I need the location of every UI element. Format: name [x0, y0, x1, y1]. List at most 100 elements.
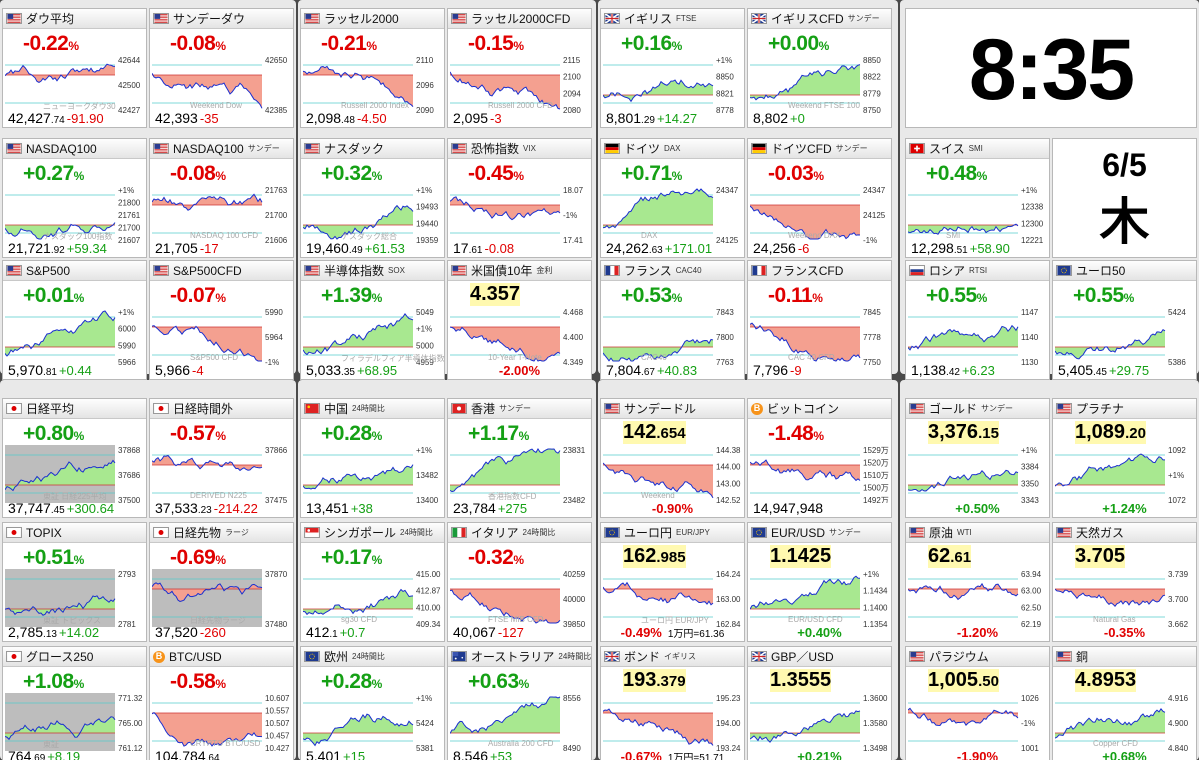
tile-title: オーストラリア [471, 650, 555, 664]
tile-title: ダウ平均 [26, 12, 75, 26]
market-tile[interactable]: EUR/USD サンデー 1.1425 +1% 1.1434 1.1400 1.1354 … [747, 522, 892, 642]
point-change: +61.53 [364, 241, 405, 256]
price-value: 37,533.23 -214.22 [155, 500, 258, 516]
market-tile[interactable]: イギリスCFD サンデー +0.00% 8850 8822 8779 8750 8,802… [747, 8, 892, 128]
gb-flag-icon [751, 13, 767, 24]
market-tile[interactable]: フランスCFD -0.11% 7845 7778 7750 7,796 -9 CAC 40… [747, 260, 892, 380]
chart-fill [908, 708, 1018, 726]
market-tile[interactable]: ボンド イギリス 193.379 195.23 194.00 193.24 -0.67%… [600, 646, 745, 760]
chart-fill [603, 189, 713, 229]
market-tile[interactable]: NASDAQ100 +0.27% +1% 21800 21761 21700 21607 … [2, 138, 147, 258]
price-chart: 7843 7800 7763 [603, 307, 743, 365]
market-tile[interactable]: ラッセル2000 -0.21% 2110 2096 2090 2,098.48 -4.5… [300, 8, 445, 128]
market-tile[interactable]: シンガポール 24時間比 +0.17% 415.00 412.87 410.00 409.… [300, 522, 445, 642]
market-tile[interactable]: プラチナ 1,089.20 1092 +1% 1072 +1.24% [1052, 398, 1197, 518]
tile-header: フランスCFD [748, 261, 891, 281]
market-tile[interactable]: 欧州 24時間比 +0.28% +1% 5424 5381 5,401 +15 [300, 646, 445, 760]
svg-text:1.3600: 1.3600 [863, 694, 888, 703]
price-line [450, 696, 561, 734]
market-tile[interactable]: ユーロ50 +0.55% 5424 5386 5,405.45 +29.75 [1052, 260, 1197, 380]
market-tile[interactable]: ドイツ DAX +0.71% 24347 24125 24,262.63 +171.01… [600, 138, 745, 258]
market-tile[interactable]: GBP／USD 1.3555 1.3600 1.3580 1.3498 +0.21% [747, 646, 892, 760]
price-chart: 24347 24125 -1% [750, 185, 890, 243]
market-tile[interactable]: 銅 4.8953 4.916 4.900 4.840 +0.68% Copper CFD [1052, 646, 1197, 760]
percent-change: +1.24% [1102, 501, 1147, 516]
chart-fill [603, 462, 713, 498]
price-chart: +1% 19493 19440 19359 [303, 185, 443, 243]
market-tile[interactable]: 半導体指数 SOX +1.39% 5049 +1% 5000 4959 5,033.35 +… [300, 260, 445, 380]
date-month-day: 6/5 [1102, 147, 1147, 183]
percent-change: +0.55% [1073, 284, 1134, 307]
market-tile[interactable]: ゴールド サンデー 3,376.15 +1% 3384 3350 3343 +0.50% [905, 398, 1050, 518]
point-change: +0.7 [339, 625, 366, 640]
market-tile[interactable]: ダウ平均 -0.22% 42644 42500 42427 42,427.74 -91.… [2, 8, 147, 128]
price-line [1055, 708, 1166, 739]
price-line [5, 63, 116, 83]
svg-text:409.34: 409.34 [416, 620, 441, 627]
market-tile[interactable]: オーストラリア 24時間比 +0.63% 8556 8490 8,546 +53 Aust… [447, 646, 592, 760]
point-change: -3 [490, 111, 502, 126]
market-tile[interactable]: サンデーダウ -0.08% 42650 42385 42,393 -35 Weekend… [149, 8, 294, 128]
percent-change: +0.00% [768, 32, 829, 55]
market-tile[interactable]: スイス SMI +0.48% +1% 12338 12300 12221 12,298.5… [905, 138, 1050, 258]
price-value: 21,721.92 +59.34 [8, 240, 107, 256]
market-tile[interactable]: B ビットコイン -1.48% 1529万 1520万 1510万 1500万 1492万 … [747, 398, 892, 518]
date-panel: 6/5 木 [1052, 138, 1197, 258]
svg-text:5990: 5990 [265, 308, 283, 317]
tile-header: S&P500 [3, 261, 146, 281]
tile-subtitle: サンデー [247, 144, 280, 153]
svg-text:2094: 2094 [563, 89, 581, 98]
market-tile[interactable]: 日経平均 +0.80% 37868 37686 37500 37,747.45 +300… [2, 398, 147, 518]
market-tile[interactable]: 原油 WTI 62.61 63.94 63.00 62.50 62.19 -1.20% [905, 522, 1050, 642]
price-value: 8,546 +53 [453, 748, 512, 760]
market-tile[interactable]: ユーロ円 EUR/JPY 162.985 164.24 163.00 162.84 -0… [600, 522, 745, 642]
market-tile[interactable]: NASDAQ100 サンデー -0.08% 21763 21700 21606 21,7… [149, 138, 294, 258]
chart-watermark: Weekend [641, 491, 675, 500]
svg-text:5424: 5424 [1168, 308, 1186, 317]
bitcoin-icon: B [153, 650, 165, 663]
price-line [5, 222, 116, 240]
market-tile[interactable]: 天然ガス 3.705 3.739 3.700 3.662 -0.35% Natural … [1052, 522, 1197, 642]
market-tile[interactable]: 日経時間外 -0.57% 37866 37475 37,533.23 -214.22 D… [149, 398, 294, 518]
tile-title: ゴールド [929, 402, 978, 416]
tile-header: ドイツ DAX [601, 139, 744, 159]
market-tile[interactable]: 恐怖指数 VIX -0.45% 18.07 -1% 17.41 17.61 -0.08 [447, 138, 592, 258]
chart-watermark: S&P500 CFD [190, 353, 239, 362]
market-tile[interactable]: イギリス FTSE +0.16% +1% 8850 8821 8778 8,801.29 +… [600, 8, 745, 128]
chart-watermark: sg30 CFD [341, 615, 378, 624]
market-tile[interactable]: グロース250 +1.08% 771.32 765.00 761.12 764.69 +… [2, 646, 147, 760]
market-tile[interactable]: 日経先物 ラージ -0.69% 37870 37480 37,520 -260 日経先物ラ… [149, 522, 294, 642]
chart-watermark: Weekend FTSE 100 [788, 101, 860, 110]
tile-header: ドイツCFD サンデー [748, 139, 891, 159]
market-tile[interactable]: ナスダック +0.32% +1% 19493 19440 19359 19,460.49… [300, 138, 445, 258]
market-tile[interactable]: フランス CAC40 +0.53% 7843 7800 7763 7,804.67 +40… [600, 260, 745, 380]
market-tile[interactable]: 香港 サンデー +1.17% 23831 23482 23,784 +275 香港指数CF… [447, 398, 592, 518]
tile-header: イギリスCFD サンデー [748, 9, 891, 29]
svg-text:194.00: 194.00 [716, 719, 741, 728]
us-flag-icon [1056, 403, 1072, 414]
market-tile[interactable]: ロシア RTSI +0.55% 1147 1140 1130 1,138.42 +6.23 [905, 260, 1050, 380]
svg-text:10.557: 10.557 [265, 707, 290, 716]
us-flag-icon [451, 13, 467, 24]
market-tile[interactable]: 米国債10年 金利 4.357 4.468 4.400 4.349 -2.00% 10-Y… [447, 260, 592, 380]
tile-title: 天然ガス [1076, 526, 1125, 540]
market-tile[interactable]: B BTC/USD -0.58% 10.607 10.557 10.507 10.457 1… [149, 646, 294, 760]
market-tile[interactable]: S&P500CFD -0.07% 5990 5964 -1% 5,966 -4 S&P50… [149, 260, 294, 380]
percent-change: -0.45% [468, 162, 524, 185]
percent-change: -0.90% [651, 501, 694, 516]
chart-fill [1055, 454, 1165, 487]
market-tile[interactable]: ラッセル2000CFD -0.15% 2115 2100 2094 2080 2,095… [447, 8, 592, 128]
svg-text:21700: 21700 [265, 211, 288, 220]
market-tile[interactable]: パラジウム 1,005.50 1026 -1% 1001 -1.90% [905, 646, 1050, 760]
market-tile[interactable]: ドイツCFD サンデー -0.03% 24347 24125 -1% 24,256 -6 W… [747, 138, 892, 258]
market-tile[interactable]: サンデードル 142.654 144.38 144.00 143.00 142.52 -… [600, 398, 745, 518]
tile-title: 恐怖指数 [471, 142, 520, 156]
point-change: +53 [490, 749, 513, 760]
tile-header: 中国 24時間比 [301, 399, 444, 419]
price-chart: 3.739 3.700 3.662 [1055, 569, 1195, 627]
svg-text:1529万: 1529万 [863, 446, 889, 455]
market-tile[interactable]: イタリア 24時間比 -0.32% 40259 40000 39850 40,067 -1… [447, 522, 592, 642]
market-tile[interactable]: TOPIX +0.51% 2793 2781 2,785.13 +14.02 東証 トピ… [2, 522, 147, 642]
market-tile[interactable]: 中国 24時間比 +0.28% +1% 13482 13400 13,451 +38 [300, 398, 445, 518]
market-tile[interactable]: S&P500 +0.01% +1% 6000 5990 5966 5,970.81 +0.… [2, 260, 147, 380]
